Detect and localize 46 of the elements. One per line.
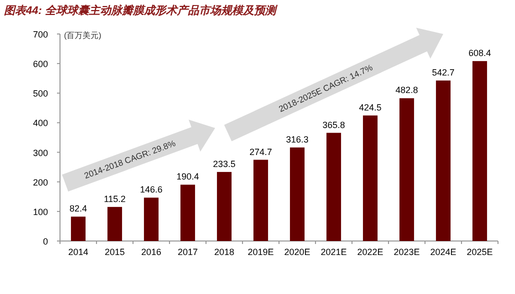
y-tick-label: 500 (32, 88, 48, 99)
x-tick-label: 2022E (357, 247, 384, 257)
chart-title: 图表44: 全球球囊主动脉瓣膜成形术产品市场规模及预测 (4, 4, 278, 17)
y-tick-label: 400 (32, 118, 48, 128)
bar (290, 147, 305, 241)
y-tick-label: 600 (32, 59, 48, 70)
x-tick-label: 2021E (320, 247, 347, 257)
data-label: 274.7 (249, 146, 272, 157)
y-tick-label: 100 (32, 206, 48, 217)
bar (107, 206, 122, 241)
data-label: 424.5 (358, 102, 382, 112)
y-axis-title: (百万美元) (64, 31, 102, 40)
x-tick-label: 2017 (178, 247, 198, 257)
x-tick-label: 2014 (68, 247, 88, 257)
x-tick-label: 2015 (104, 247, 125, 257)
y-tick-label: 200 (32, 177, 48, 188)
data-label: 233.5 (212, 158, 236, 169)
data-label: 115.2 (104, 194, 126, 204)
bar (70, 216, 86, 241)
bar (472, 61, 488, 241)
bar (399, 98, 414, 241)
x-tick-label: 2023E (394, 247, 420, 257)
x-tick-label: 2016 (141, 247, 162, 257)
data-label: 608.4 (468, 48, 492, 58)
y-tick-label: 0 (42, 236, 48, 246)
bar (362, 115, 378, 241)
bar (180, 184, 196, 241)
data-label: 82.4 (69, 204, 88, 214)
bar (436, 80, 451, 241)
x-tick-label: 2020E (284, 247, 310, 257)
bar (216, 172, 232, 241)
data-label: 482.8 (395, 85, 418, 96)
y-tick-label: 700 (32, 30, 48, 40)
data-label: 146.6 (140, 184, 163, 195)
bar (326, 132, 342, 241)
data-label: 190.4 (176, 172, 200, 182)
x-tick-label: 2018 (214, 247, 234, 257)
data-label: 316.3 (286, 134, 309, 144)
bar (253, 160, 268, 241)
data-label: 542.7 (432, 68, 455, 78)
x-tick-label: 2024E (430, 247, 456, 257)
y-tick-label: 300 (32, 148, 48, 158)
bar (144, 198, 159, 241)
x-tick-label: 2019E (248, 247, 274, 257)
data-label: 365.8 (322, 120, 346, 130)
x-tick-label: 2025E (466, 247, 493, 257)
